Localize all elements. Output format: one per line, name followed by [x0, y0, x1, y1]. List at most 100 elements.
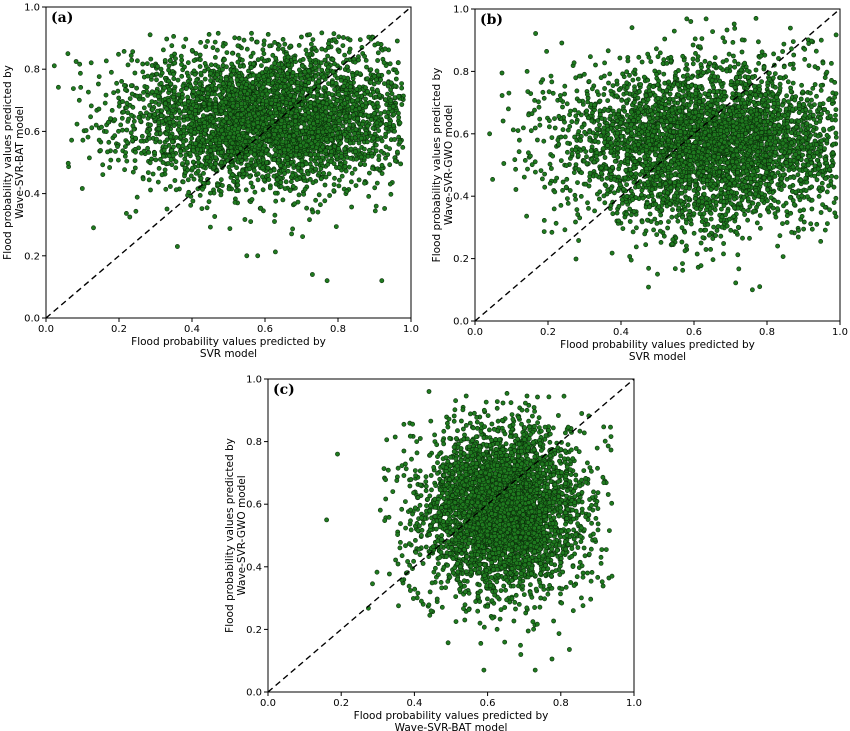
panel-a-point	[366, 170, 372, 176]
panel-a-point	[266, 177, 272, 182]
panel-a-point	[171, 103, 177, 109]
panel-a-point	[184, 159, 190, 165]
panel-b-point	[742, 212, 747, 217]
panel-a-point	[322, 198, 328, 204]
panel-a-point	[159, 108, 165, 114]
panel-a-point	[344, 64, 350, 70]
panel-a-point	[128, 130, 134, 136]
panel-a-point	[307, 161, 313, 167]
panel-a-point	[183, 36, 189, 42]
panel-a-point	[195, 168, 201, 174]
panel-a-point	[155, 94, 161, 99]
panel-a-point	[258, 63, 264, 68]
panel-a-point	[266, 116, 272, 121]
panel-b-point	[541, 229, 547, 234]
panel-a-point	[223, 140, 229, 146]
panel-a-point	[173, 165, 179, 171]
panel-a-point	[328, 137, 334, 142]
panel-a-point	[122, 153, 128, 159]
panel-a-point	[223, 76, 229, 82]
panel-a-point	[228, 77, 234, 83]
panel-a-point	[145, 73, 151, 79]
panel-a-point	[376, 72, 382, 78]
panel-a-ytick-label: 0.0	[24, 314, 40, 325]
panel-b-point	[540, 176, 545, 182]
panel-a-point	[184, 145, 190, 151]
panel-a-point	[149, 89, 155, 95]
panel-a-point	[213, 108, 219, 114]
panel-a-point	[383, 122, 389, 127]
panel-a-point	[77, 61, 83, 67]
panel-a-point	[215, 30, 221, 36]
panel-a-point	[217, 92, 222, 98]
panel-a-point	[358, 135, 364, 141]
panel-a-point	[96, 74, 102, 79]
panel-a-point	[250, 184, 256, 190]
panel-a-point	[211, 119, 217, 124]
panel-a-point	[214, 72, 220, 78]
panel-a-point	[255, 253, 261, 259]
panel-a-point	[354, 86, 360, 92]
panel-a-point	[190, 89, 196, 94]
panel-a-point	[100, 172, 106, 177]
panel-a-point	[313, 107, 318, 112]
panel-a-point	[267, 105, 273, 111]
panel-a-point	[201, 101, 207, 106]
panel-a-point	[373, 142, 379, 148]
panel-a-point	[229, 61, 235, 67]
panel-a-point	[239, 76, 245, 82]
panel-a-point	[330, 132, 335, 137]
panel-a-point	[357, 71, 363, 77]
panel-b-point	[541, 138, 547, 144]
panel-a-point	[362, 162, 368, 167]
panel-a-point	[334, 98, 340, 103]
panel-a-point	[173, 187, 179, 193]
panel-b-point	[624, 182, 629, 187]
panel-a-point	[282, 78, 288, 83]
panel-a-point	[373, 77, 379, 83]
panel-a-point	[284, 155, 290, 161]
panel-a-point	[289, 80, 294, 85]
panel-a-point	[316, 192, 322, 198]
panel-a-point	[290, 138, 296, 143]
panel-a-point	[121, 109, 127, 115]
panel-a-point	[208, 78, 213, 83]
panel-a-point	[340, 43, 346, 48]
panel-a-point	[356, 177, 362, 183]
panel-b-point	[552, 116, 557, 121]
panel-a-point	[121, 49, 127, 54]
panel-a-point	[302, 135, 308, 141]
panel-a-point	[219, 183, 225, 188]
panel-a-xlabel-line2: SVR model	[200, 348, 257, 360]
panel-a-point	[273, 97, 279, 103]
panel-a-point	[232, 126, 238, 132]
panel-a-point	[247, 112, 252, 118]
panel-a-point	[235, 52, 241, 58]
panel-a-point	[308, 104, 313, 109]
panel-a-point	[114, 80, 119, 86]
panel-a-point	[211, 164, 217, 170]
panel-a-point	[308, 152, 314, 158]
panel-a-point	[248, 219, 254, 224]
panel-a-point	[199, 163, 204, 168]
panel-b-point	[784, 213, 790, 219]
panel-a-point	[286, 143, 292, 149]
panel-a-point	[161, 85, 167, 91]
panel-a-point	[193, 51, 199, 56]
panel-a-point	[115, 144, 120, 149]
panel-a-point	[305, 171, 311, 177]
panel-b-point	[550, 90, 556, 96]
panel-a-point	[171, 144, 176, 150]
panel-a-point	[189, 135, 195, 141]
panel-a-point	[283, 100, 289, 106]
panel-a-point	[233, 188, 239, 194]
panel-a-point	[385, 152, 391, 157]
panel-a-point	[295, 199, 301, 205]
panel-a-point	[353, 127, 359, 132]
panel-a-point	[303, 161, 309, 167]
panel-a-point	[343, 114, 349, 119]
panel-a-point	[318, 176, 324, 182]
panel-a-point	[154, 71, 160, 77]
panel-a-point	[176, 143, 182, 149]
panel-a-point	[260, 165, 266, 171]
